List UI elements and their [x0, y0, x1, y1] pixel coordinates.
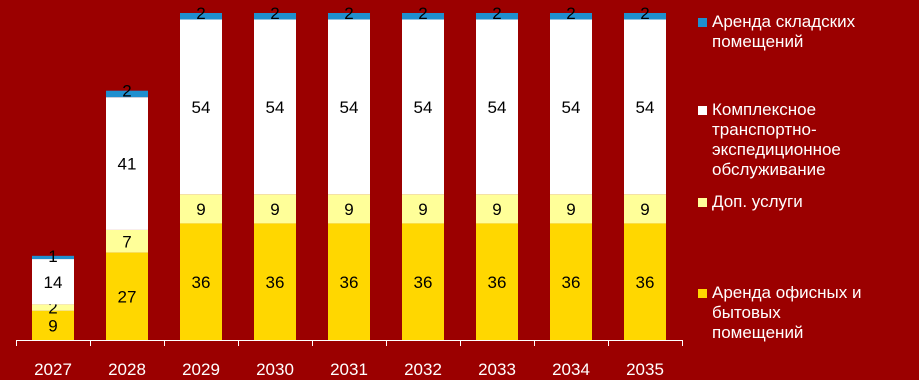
data-label: 36	[414, 273, 433, 292]
bar-segment-2031-комплексное-транспортно-экспедиционное-обслуживание	[328, 19, 370, 195]
data-label: 1	[48, 247, 57, 266]
bar-segment-2028-аренда-офисных-и-бытовых-помещений	[106, 252, 148, 340]
data-label: 9	[640, 200, 649, 219]
x-tick-label: 2030	[256, 360, 294, 379]
data-label: 54	[192, 98, 211, 117]
data-label: 2	[270, 4, 279, 23]
bar-segment-2035-доп-услуги	[624, 194, 666, 224]
data-label: 36	[488, 273, 507, 292]
x-tick-label: 2034	[552, 360, 590, 379]
legend-swatch-office-rent	[698, 289, 707, 298]
data-label: 2	[418, 4, 427, 23]
x-tick-label: 2032	[404, 360, 442, 379]
data-label: 54	[636, 98, 655, 117]
legend-label-storage-rent: Аренда складских помещений	[712, 12, 856, 51]
data-label: 14	[44, 273, 63, 292]
data-label: 2	[48, 299, 57, 318]
bar-segment-2031-доп-услуги	[328, 194, 370, 224]
data-label: 54	[340, 98, 359, 117]
bar-segment-2032-доп-услуги	[402, 194, 444, 224]
bar-segment-2033-аренда-складских-помещений	[476, 13, 518, 20]
x-tick-label: 2028	[108, 360, 146, 379]
bar-segment-2032-аренда-складских-помещений	[402, 13, 444, 20]
bar-segment-2035-аренда-офисных-и-бытовых-помещений	[624, 223, 666, 340]
data-label: 36	[562, 273, 581, 292]
data-label: 2	[122, 82, 131, 101]
bar-segment-2030-доп-услуги	[254, 194, 296, 224]
x-tick-label: 2027	[34, 360, 72, 379]
data-label: 54	[488, 98, 507, 117]
data-label: 9	[566, 200, 575, 219]
bar-segment-2034-доп-услуги	[550, 194, 592, 224]
bar-segment-2028-доп-услуги	[106, 229, 148, 253]
data-label: 9	[196, 200, 205, 219]
bar-segment-2033-аренда-офисных-и-бытовых-помещений	[476, 223, 518, 340]
data-label: 9	[270, 200, 279, 219]
bar-segment-2030-аренда-офисных-и-бытовых-помещений	[254, 223, 296, 340]
bar-segment-2027-аренда-офисных-и-бытовых-помещений	[32, 310, 74, 340]
data-label: 9	[492, 200, 501, 219]
x-tick-label: 2029	[182, 360, 220, 379]
bar-segment-2027-доп-услуги	[32, 304, 74, 311]
bar-segment-2032-комплексное-транспортно-экспедиционное-обслуживание	[402, 19, 444, 195]
bar-segment-2029-аренда-офисных-и-бытовых-помещений	[180, 223, 222, 340]
bar-segment-2027-комплексное-транспортно-экспедиционное-обслуживание	[32, 259, 74, 305]
data-label: 2	[566, 4, 575, 23]
data-label: 54	[266, 98, 285, 117]
bar-segment-2030-аренда-складских-помещений	[254, 13, 296, 20]
bar-segment-2033-доп-услуги	[476, 194, 518, 224]
data-label: 2	[492, 4, 501, 23]
legend-swatch-transport-services	[698, 106, 707, 115]
bar-segment-2029-аренда-складских-помещений	[180, 13, 222, 20]
bar-segment-2029-комплексное-транспортно-экспедиционное-обслуживание	[180, 19, 222, 195]
data-label: 27	[118, 287, 137, 306]
bar-segment-2035-аренда-складских-помещений	[624, 13, 666, 20]
bar-segment-2035-комплексное-транспортно-экспедиционное-обслуживание	[624, 19, 666, 195]
data-label: 36	[266, 273, 285, 292]
bar-segment-2033-комплексное-транспортно-экспедиционное-обслуживание	[476, 19, 518, 195]
bar-segment-2034-аренда-офисных-и-бытовых-помещений	[550, 223, 592, 340]
data-label: 9	[418, 200, 427, 219]
data-label: 7	[122, 232, 131, 251]
data-label: 41	[118, 155, 137, 174]
data-label: 2	[344, 4, 353, 23]
bar-segment-2029-доп-услуги	[180, 194, 222, 224]
x-tick-label: 2033	[478, 360, 516, 379]
bar-segment-2031-аренда-складских-помещений	[328, 13, 370, 20]
bar-segment-2028-аренда-складских-помещений	[106, 90, 148, 98]
data-label: 9	[48, 317, 57, 336]
data-label: 2	[640, 4, 649, 23]
bar-segment-2034-комплексное-транспортно-экспедиционное-обслуживание	[550, 19, 592, 195]
bar-segment-2031-аренда-офисных-и-бытовых-помещений	[328, 223, 370, 340]
legend-label-extra-services: Доп. услуги	[712, 192, 803, 211]
data-label: 36	[192, 273, 211, 292]
data-label: 36	[636, 273, 655, 292]
bar-segment-2034-аренда-складских-помещений	[550, 13, 592, 20]
bar-segment-2032-аренда-офисных-и-бытовых-помещений	[402, 223, 444, 340]
legend-label-office-rent: Аренда офисных и бытовых помещений	[712, 283, 862, 342]
data-label: 9	[344, 200, 353, 219]
bar-segment-2028-комплексное-транспортно-экспедиционное-обслуживание	[106, 97, 148, 230]
data-label: 2	[196, 4, 205, 23]
bar-segment-2027-аренда-складских-помещений	[32, 255, 74, 260]
legend-label-transport-services: Комплексное транспортно- экспедиционное …	[712, 100, 841, 179]
bar-segment-2030-комплексное-транспортно-экспедиционное-обслуживание	[254, 19, 296, 195]
data-label: 54	[562, 98, 581, 117]
x-tick-label: 2031	[330, 360, 368, 379]
legend-swatch-storage-rent	[698, 18, 707, 27]
data-label: 54	[414, 98, 433, 117]
x-tick-label: 2035	[626, 360, 664, 379]
legend-swatch-extra-services	[698, 198, 707, 207]
data-label: 36	[340, 273, 359, 292]
